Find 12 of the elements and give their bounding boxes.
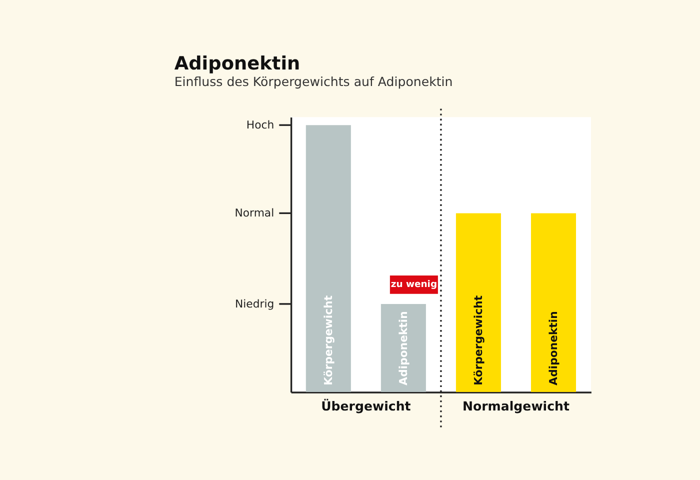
text: Hoch [246,118,274,132]
annotation: zu wenig [390,279,438,290]
x-tick-label: Körpergewicht [472,295,485,386]
x-tick-label: Adiponektin [396,311,410,386]
chart-subtitle: Einfluss des Körpergewichts auf Adiponektin [174,74,453,90]
x-tick-label: Adiponektin [546,311,560,386]
text: Normalgewicht [462,398,570,414]
text: Niedrig [234,297,274,310]
text: Normal [234,206,274,220]
chart-title: Adiponektin [174,53,300,74]
x-tick-label: Körpergewicht [322,295,335,386]
text: Übergewicht [321,398,411,414]
